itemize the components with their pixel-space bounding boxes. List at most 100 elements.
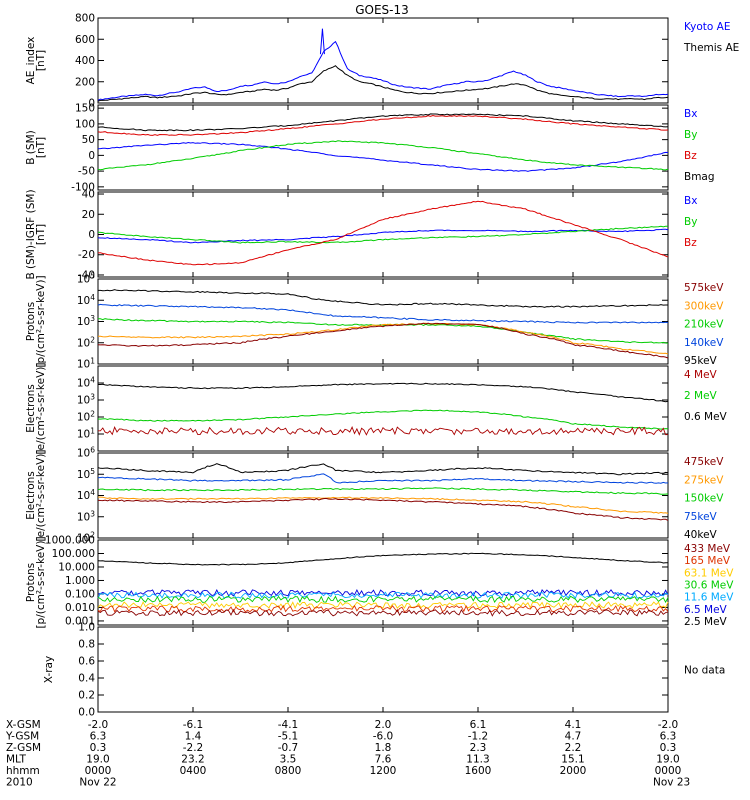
series-575kev [97, 322, 669, 359]
legend-entry: 4 MeV [684, 369, 718, 381]
y-tick-label: -20 [78, 249, 95, 261]
series-bz [97, 114, 669, 136]
legend-entry: 433 MeV [684, 543, 731, 555]
legend-entry: No data [684, 665, 725, 677]
y-tick-label: 0.100 [65, 588, 95, 600]
x-axis-value: 6.1 [470, 719, 487, 731]
y-tick-label: 20 [82, 209, 95, 221]
series-165-mev [97, 604, 669, 613]
y-tick-label: 104 [77, 293, 95, 307]
legend-entry: Bmag [684, 171, 715, 183]
x-axis-value: -6.1 [183, 719, 204, 731]
legend-entry: By [684, 216, 697, 228]
panel-8: 0.0 0.2 0.4 0.6 0.8 1.0 X-ray No data [43, 622, 725, 719]
x-axis-value: -2.2 [183, 742, 204, 754]
legend-entry: 300keV [684, 300, 724, 312]
y-tick-label: 102 [77, 335, 95, 349]
legend-entry: Themis AE [683, 42, 739, 54]
y-tick-label: 200 [75, 76, 95, 88]
y-tick-label: 1000.000 [45, 535, 95, 547]
y-axis-label: [nT] [35, 224, 47, 245]
x-axis-value: 7.6 [375, 754, 392, 766]
legend-entry: 30.6 MeV [684, 580, 734, 592]
y-tick-label: 1.000 [65, 575, 95, 587]
x-axis-value: 23.2 [181, 754, 204, 766]
series-by [97, 140, 669, 171]
series-bmag [97, 113, 669, 132]
y-tick-label: 0.2 [78, 690, 95, 702]
x-axis-value: -5.1 [278, 731, 299, 743]
x-axis-value: 1600 [465, 765, 492, 777]
legend-entry: 275keV [684, 474, 724, 486]
y-tick-label: 0.8 [78, 639, 95, 651]
y-tick-label: 0.010 [65, 602, 95, 614]
x-axis-value: 2.3 [470, 742, 487, 754]
x-axis-value: 19.0 [656, 754, 679, 766]
y-axis-label: Electrons [25, 384, 37, 433]
x-axis-value: 0400 [180, 765, 207, 777]
legend-entry: By [684, 129, 697, 141]
series-by [97, 225, 668, 244]
x-axis-value: 15.1 [561, 754, 584, 766]
x-axis-row-label: X-GSM [6, 719, 41, 731]
y-tick-label: 0.6 [78, 656, 95, 668]
panel-frame [97, 365, 669, 452]
legend-entry: Bz [684, 237, 697, 249]
series-4-mev [98, 426, 669, 436]
x-axis-value: 4.1 [565, 719, 582, 731]
legend-entry: Bz [684, 150, 697, 162]
series-433-mev [97, 608, 669, 617]
y-axis-label: Protons [25, 563, 37, 602]
legend-entry: 6.5 MeV [684, 604, 728, 616]
x-axis-value: -0.7 [278, 742, 299, 754]
y-tick-label: 100 [75, 118, 95, 130]
legend-entry: 210keV [684, 319, 724, 331]
y-tick-label: 102 [77, 410, 95, 424]
panel-3: -40 -20 0 20 40 B (SM)-IGRF (SM)[nT] Bx By Bz [25, 189, 697, 282]
y-tick-label: 40 [82, 189, 95, 201]
x-axis-row-label: Y-GSM [5, 731, 39, 743]
legend-entry: 40keV [684, 529, 718, 541]
legend-entry: Bx [684, 108, 697, 120]
series-140kev [97, 303, 669, 324]
series-210kev [97, 318, 669, 344]
y-tick-label: 0 [88, 150, 95, 162]
legend-entry: 0.6 MeV [684, 411, 728, 423]
panel-frame [97, 452, 669, 539]
legend-entry: 11.6 MeV [684, 592, 734, 604]
x-axis-value: 0.3 [660, 742, 677, 754]
y-tick-label: 103 [77, 393, 95, 407]
series-275kev [98, 496, 669, 514]
series-30-6-mev [97, 595, 669, 604]
x-axis-value: 1200 [370, 765, 397, 777]
y-tick-label: 0 [88, 229, 95, 241]
y-axis-label: [p/(cm²-s-sr-keV)] [35, 275, 47, 367]
x-axis-value: 0000 [655, 765, 682, 777]
y-tick-label: 50 [82, 134, 95, 146]
legend-entry: 475keV [684, 456, 724, 468]
y-tick-label: 150 [75, 103, 95, 115]
x-axis-value: 2000 [560, 765, 587, 777]
panel-5: 101 102 103 104 Electrons[e/(cm²-s-sr-keV)] 4… [25, 363, 728, 455]
series-63-1-mev [97, 601, 669, 610]
series-95kev [98, 289, 668, 308]
y-axis-label: [e/(cm²-s-sr-keV)] [35, 363, 47, 455]
panel-6: 102103104105106Electrons[e/(cm²-s-sr-keV… [25, 446, 724, 545]
x-axis-value: 0800 [275, 765, 302, 777]
x-axis-value: 2.0 [375, 719, 392, 731]
y-tick-label: 101 [77, 427, 95, 441]
y-tick-label: -50 [78, 166, 95, 178]
x-axis-value: -2.0 [658, 719, 679, 731]
y-tick-label: 104 [77, 376, 95, 390]
legend-entry: 2 MeV [684, 390, 718, 402]
x-axis-table: X-GSM -2.0 -6.1 -4.1 2.0 6.1 4.1 -2.0 Y-GSM 6.3 1.… [5, 719, 690, 789]
y-tick-label: 0.0 [78, 707, 95, 719]
y-axis-label: Protons [25, 302, 37, 341]
x-axis-value: -2.0 [88, 719, 109, 731]
legend-entry: Bx [684, 195, 697, 207]
x-axis-value: -1.2 [468, 731, 489, 743]
y-tick-label: 0.001 [65, 615, 95, 627]
